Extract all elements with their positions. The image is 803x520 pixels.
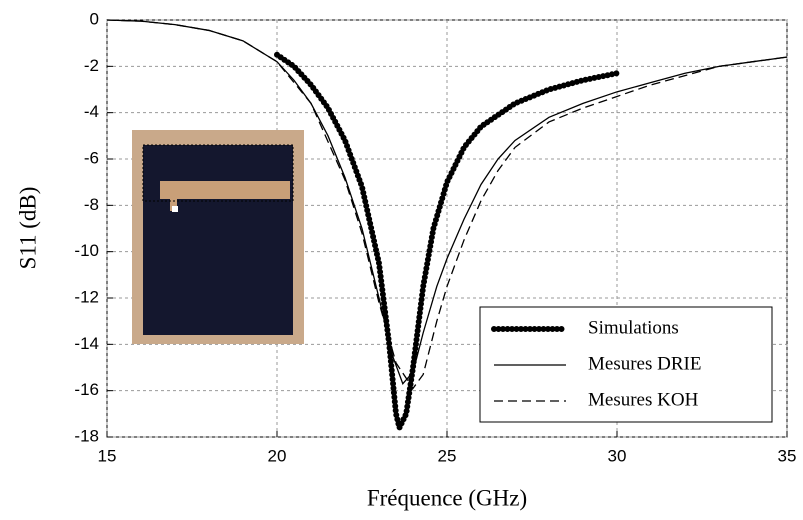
x-tick-label: 20 <box>268 446 287 465</box>
y-tick-label: -2 <box>84 56 99 75</box>
x-tick-label: 15 <box>98 446 117 465</box>
x-tick-label: 35 <box>778 446 797 465</box>
y-tick-label: -18 <box>74 426 99 445</box>
x-axis-label: Fréquence (GHz) <box>367 485 527 510</box>
legend-label: Simulations <box>588 317 679 338</box>
y-axis-label: S11 (dB) <box>15 187 40 270</box>
y-tick-label: -8 <box>84 195 99 214</box>
x-tick-label: 25 <box>438 446 457 465</box>
y-tick-label: -12 <box>74 287 99 306</box>
x-tick-label: 30 <box>608 446 627 465</box>
series-line <box>274 51 620 437</box>
y-tick-label: -16 <box>74 380 99 399</box>
legend-label: Mesures KOH <box>588 389 699 410</box>
y-tick-label: 0 <box>90 9 99 28</box>
y-tick-label: -14 <box>74 334 99 353</box>
y-tick-label: -4 <box>84 102 99 121</box>
legend-label: Mesures DRIE <box>588 353 701 374</box>
y-tick-label: -10 <box>74 241 99 260</box>
inset-photo <box>132 130 304 344</box>
series-line <box>106 19 788 390</box>
y-tick-label: -6 <box>84 148 99 167</box>
